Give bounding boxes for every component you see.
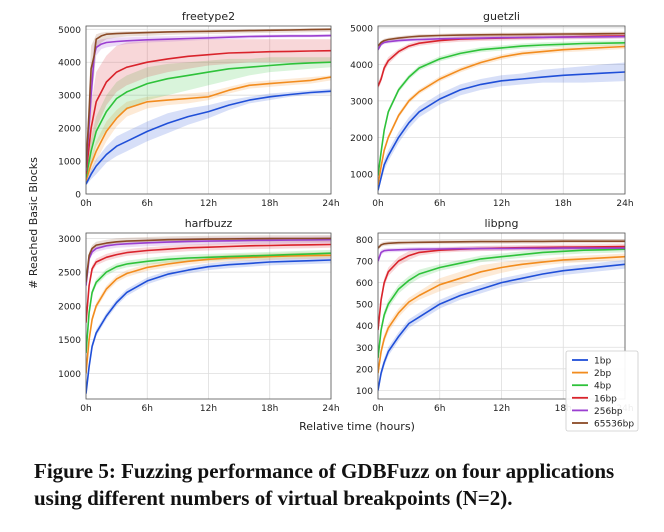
legend-label-2bp: 2bp	[594, 369, 611, 379]
line-65536bp	[86, 237, 331, 283]
band-16bp	[86, 39, 331, 180]
x-tick-label: 12h	[493, 199, 510, 209]
x-tick-label: 24h	[322, 404, 339, 414]
figure-caption: Figure 5: Fuzzing performance of GDBFuzz…	[34, 459, 615, 510]
x-tick-label: 18h	[261, 199, 278, 209]
y-tick-label: 1500	[58, 336, 81, 346]
y-tick-label: 1000	[58, 158, 81, 168]
plot-frame	[85, 25, 332, 195]
x-axis-label: Relative time (hours)	[299, 420, 415, 433]
legend: 1bp 2bp 4bp 16bp 256bp 65536bp	[565, 350, 639, 432]
line-1bp	[378, 71, 625, 191]
line-65536bp	[86, 28, 331, 168]
x-tick-label: 18h	[555, 404, 572, 414]
y-tick-label: 0	[75, 191, 81, 201]
x-tick-label: 24h	[616, 199, 633, 209]
y-axis-label: # Reached Basic Blocks	[27, 157, 40, 289]
x-tick-label: 12h	[200, 404, 217, 414]
panel-freetype2: 0 1000 2000 3000 4000 5000 0h 6h 12h 18h 24h freety…	[58, 10, 339, 209]
line-2bp	[378, 45, 625, 186]
x-tick-label: 12h	[493, 404, 510, 414]
series-group	[86, 28, 331, 186]
panel-harfbuzz: 1000 1500 2000 2500 3000 0h 6h 12h 18h 24h harfbuz…	[58, 217, 339, 414]
x-tick-label: 0h	[80, 199, 91, 209]
panel-title: freetype2	[182, 10, 235, 23]
y-tick-label: 100	[356, 387, 373, 397]
x-tick-label: 6h	[434, 199, 445, 209]
y-tick-label: 2000	[58, 125, 81, 135]
series-group	[378, 239, 625, 395]
plot-frame	[85, 232, 332, 400]
legend-label-16bp: 16bp	[594, 394, 617, 404]
band-1bp	[378, 259, 625, 395]
x-tick-label: 0h	[80, 404, 91, 414]
x-tick-label: 6h	[142, 404, 153, 414]
y-tick-label: 600	[356, 279, 373, 289]
y-tick-label: 2500	[58, 269, 81, 279]
y-tick-label: 4000	[58, 59, 81, 69]
y-tick-label: 400	[356, 322, 373, 332]
x-tick-label: 18h	[555, 199, 572, 209]
line-4bp	[378, 42, 625, 176]
y-tick-label: 1000	[350, 170, 373, 180]
y-tick-label: 2000	[58, 302, 81, 312]
line-1bp	[378, 263, 625, 391]
y-tick-label: 4000	[350, 61, 373, 71]
band-1bp	[378, 62, 625, 193]
band-256bp	[86, 236, 331, 289]
line-4bp	[86, 61, 331, 178]
y-tick-label: 800	[356, 236, 373, 246]
line-256bp	[378, 247, 625, 262]
series-group	[378, 31, 625, 193]
line-2bp	[86, 254, 331, 374]
y-tick-label: 300	[356, 344, 373, 354]
plot-frame	[377, 232, 626, 400]
panel-guetzli: 1000 2000 3000 4000 5000 0h 6h 12h 18h 24h guetzli	[350, 10, 633, 209]
panel-title: guetzli	[483, 10, 520, 23]
legend-label-4bp: 4bp	[594, 382, 611, 392]
y-tick-label: 700	[356, 258, 373, 268]
line-16bp	[86, 243, 331, 323]
figure-canvas: 0 1000 2000 3000 4000 5000 0h 6h 12h 18h 24h freety…	[27, 10, 639, 433]
line-16bp	[86, 49, 331, 175]
line-256bp	[378, 35, 625, 51]
line-65536bp	[378, 240, 625, 249]
y-tick-label: 500	[356, 301, 373, 311]
line-4bp	[86, 252, 331, 354]
x-tick-label: 0h	[372, 199, 383, 209]
line-65536bp	[378, 32, 625, 47]
x-tick-label: 24h	[322, 199, 339, 209]
legend-label-1bp: 1bp	[594, 357, 611, 367]
y-tick-label: 3000	[58, 235, 81, 245]
line-2bp	[378, 255, 625, 374]
x-tick-label: 12h	[200, 199, 217, 209]
panels: 0 1000 2000 3000 4000 5000 0h 6h 12h 18h 24h freety…	[58, 10, 633, 414]
panel-title: libpng	[484, 217, 518, 230]
y-tick-label: 1000	[58, 370, 81, 380]
band-4bp	[86, 57, 331, 181]
legend-label-65536bp: 65536bp	[594, 420, 634, 430]
line-1bp	[86, 259, 331, 394]
x-tick-label: 6h	[142, 199, 153, 209]
line-1bp	[86, 90, 331, 185]
y-tick-label: 2000	[350, 134, 373, 144]
legend-label-256bp: 256bp	[594, 407, 623, 417]
y-tick-label: 3000	[350, 97, 373, 107]
panel-title: harfbuzz	[185, 217, 233, 230]
line-256bp	[86, 34, 331, 171]
y-tick-label: 5000	[350, 24, 373, 34]
line-4bp	[378, 248, 625, 359]
x-tick-label: 18h	[261, 404, 278, 414]
y-tick-label: 200	[356, 365, 373, 375]
series-group	[86, 235, 331, 397]
x-tick-label: 0h	[372, 404, 383, 414]
plot-frame	[377, 25, 626, 195]
y-tick-label: 5000	[58, 26, 81, 36]
line-256bp	[86, 238, 331, 286]
line-2bp	[86, 76, 331, 182]
x-tick-label: 6h	[434, 404, 445, 414]
y-tick-label: 3000	[58, 92, 81, 102]
